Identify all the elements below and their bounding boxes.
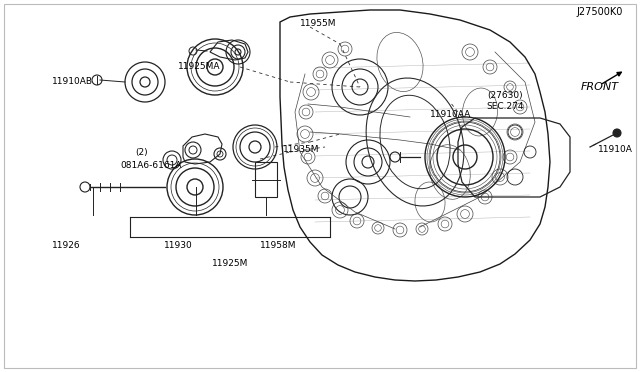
Text: J27500K0: J27500K0	[577, 7, 623, 17]
Text: 11955M: 11955M	[300, 19, 337, 29]
Circle shape	[613, 129, 621, 137]
Text: 11958M: 11958M	[260, 241, 296, 250]
Text: 11930: 11930	[164, 241, 193, 250]
Text: 11910A: 11910A	[598, 145, 633, 154]
Bar	[255, 162, 277, 197]
Text: 11926: 11926	[52, 241, 81, 250]
Text: 11925M: 11925M	[212, 259, 248, 268]
Text: SEC.274: SEC.274	[486, 102, 524, 111]
Text: 11910AA: 11910AA	[430, 110, 471, 119]
Text: 11935M: 11935M	[283, 145, 319, 154]
Text: 081A6-6161A: 081A6-6161A	[120, 160, 182, 170]
Text: (27630): (27630)	[487, 91, 523, 100]
Text: 11925MA: 11925MA	[178, 62, 221, 71]
Text: (2): (2)	[135, 148, 148, 157]
Text: 11910AB: 11910AB	[52, 77, 93, 87]
Text: FRONT: FRONT	[581, 82, 619, 92]
